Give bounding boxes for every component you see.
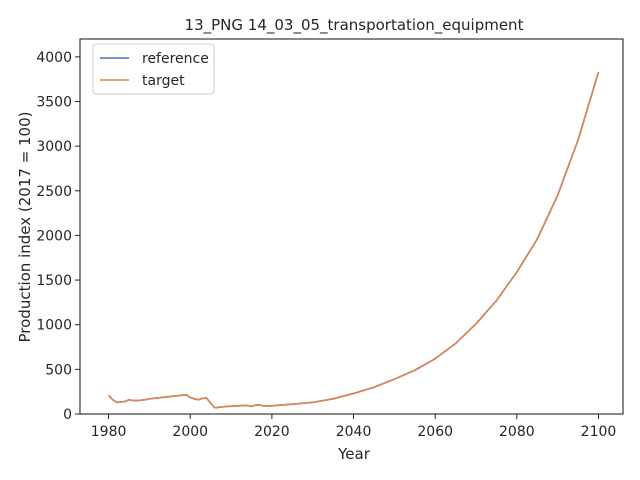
x-tick-label: 2100 [581, 424, 617, 440]
legend: reference target [92, 43, 215, 95]
series-line-target [107, 71, 600, 409]
y-tick-label: 3500 [36, 95, 72, 111]
x-tick-label: 2040 [336, 424, 372, 440]
y-tick-label: 2500 [36, 184, 72, 200]
y-axis: 0 500 1000 1500 2000 2500 3000 3500 4000 [36, 50, 80, 423]
x-tick-label: 2020 [254, 424, 290, 440]
x-tick-label: 2080 [499, 424, 535, 440]
y-tick-label: 2000 [36, 228, 72, 244]
y-tick-label: 3000 [36, 139, 72, 155]
x-axis-label: Year [337, 445, 371, 463]
x-tick-label: 2060 [417, 424, 453, 440]
y-axis-label: Production index (2017 = 100) [16, 112, 34, 343]
x-tick-label: 2000 [172, 424, 208, 440]
y-tick-label: 0 [63, 407, 72, 423]
x-tick-label: 1980 [91, 424, 127, 440]
legend-box [92, 43, 215, 95]
x-axis: 1980 2000 2020 2040 2060 2080 2100 [91, 414, 617, 440]
legend-label-target: target [142, 73, 185, 89]
y-tick-label: 4000 [36, 50, 72, 66]
y-tick-label: 1000 [36, 318, 72, 334]
chart-title: 13_PNG 14_03_05_transportation_equipment [185, 16, 524, 35]
y-tick-label: 1500 [36, 273, 72, 289]
legend-label-reference: reference [142, 51, 209, 67]
plot-frame [79, 38, 624, 415]
plot-area [79, 38, 624, 415]
y-tick-label: 500 [45, 362, 72, 378]
